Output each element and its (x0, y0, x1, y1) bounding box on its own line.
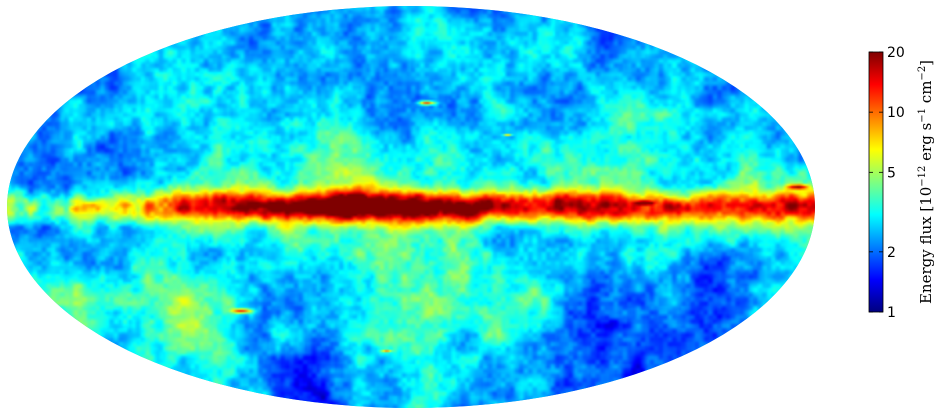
colorbar-tick-label: 2 (887, 245, 896, 261)
colorbar-label: Energy flux [10−12 erg s−1 cm−2] (917, 60, 935, 304)
colorbar-tick-label: 20 (887, 45, 905, 61)
colorbar: 1 2 5 10 20 Energy flux [10−12 erg s−1 cm−2] (868, 45, 935, 321)
colorbar-tick-label: 1 (887, 305, 896, 321)
sky-map (7, 6, 815, 408)
colorbar-tick-label: 5 (887, 165, 896, 181)
colorbar-ticks: 1 2 5 10 20 (869, 45, 905, 321)
sky-map-heatmap (7, 6, 815, 408)
colorbar-tick-label: 10 (887, 105, 905, 121)
colorbar-gradient (868, 51, 884, 313)
